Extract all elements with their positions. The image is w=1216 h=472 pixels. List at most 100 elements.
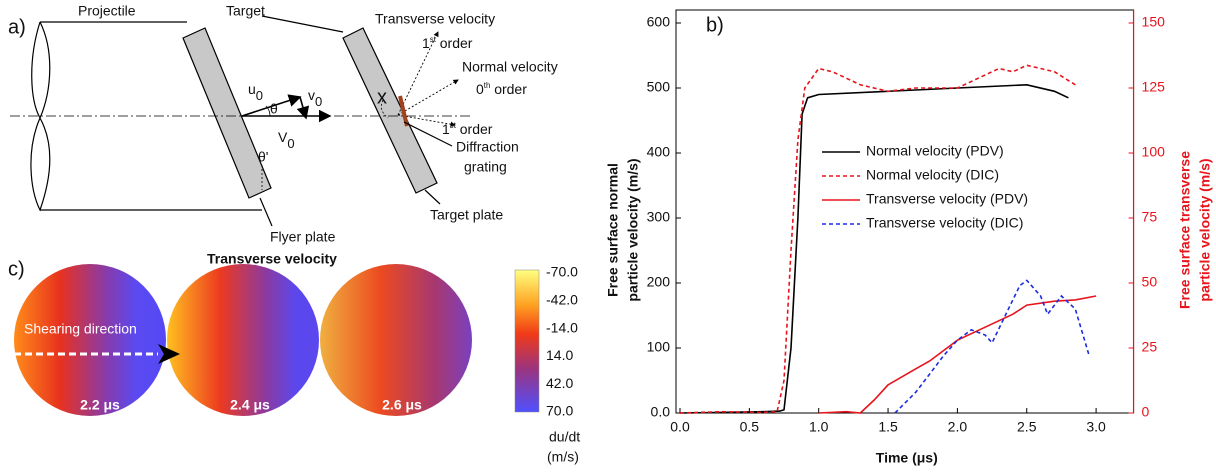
label: Projectile	[78, 3, 136, 19]
series-line	[679, 64, 1076, 414]
label: Normal velocity	[462, 59, 558, 75]
x-tick-label: 2.5	[1017, 419, 1037, 435]
y-tick-label: 600	[647, 14, 671, 30]
diagram-a	[10, 15, 470, 227]
flyer-plate	[182, 27, 272, 199]
x-tick-label: 0.0	[670, 419, 690, 435]
x-tick-label: 2.0	[948, 419, 968, 435]
panel-label: c)	[8, 258, 25, 280]
x-tick-label: 1.0	[809, 419, 829, 435]
arrow-head	[158, 344, 180, 364]
label-part: 0	[315, 94, 322, 109]
colorbar-tick: -42.0	[546, 292, 578, 308]
snapshot-time: 2.4 μs	[230, 397, 270, 413]
y-tick-label: 400	[647, 144, 671, 160]
x-tick-label: 1.5	[878, 419, 898, 435]
target-plate-leader	[424, 189, 441, 205]
theta-arc	[265, 105, 271, 117]
annotation: Shearing direction	[24, 321, 137, 337]
colorbar-tick: 70.0	[546, 403, 573, 419]
label: 1st order	[422, 35, 473, 51]
colorbar-tick: -14.0	[546, 319, 578, 335]
target-leader	[261, 15, 344, 33]
y-axis-title: particle velocity (m/s)	[625, 158, 641, 301]
y2-tick-label: 25	[1142, 339, 1158, 355]
label: 1st order	[442, 121, 493, 137]
y-tick-label: 300	[647, 209, 671, 225]
label-part: st	[430, 35, 437, 44]
label-part: order	[436, 35, 473, 51]
y2-tick-label: 50	[1142, 274, 1158, 290]
label: u0	[248, 81, 263, 104]
snapshot	[167, 264, 319, 416]
series-line	[679, 83, 1069, 414]
grating-leader	[403, 121, 453, 147]
title: Transverse velocity	[207, 251, 337, 267]
label-part: u	[248, 81, 256, 97]
label-part: 0	[287, 136, 294, 151]
first-order-ray	[397, 31, 439, 116]
legend-label: Transverse velocity (PDV)	[866, 191, 1028, 207]
colorbar-tick: 14.0	[546, 347, 573, 363]
y2-tick-label: 0	[1142, 404, 1150, 420]
v0-arrow	[296, 96, 310, 120]
label-part: 0	[256, 88, 263, 103]
plot-frame	[675, 9, 1135, 414]
panel-c	[14, 264, 540, 416]
colorbar-label: (m/s)	[547, 449, 579, 465]
flyer-leader	[259, 197, 273, 227]
label-part: order	[456, 121, 493, 137]
label: θ'	[258, 149, 268, 165]
zeroth-order-ray	[397, 79, 459, 116]
legend-label: Normal velocity (PDV)	[866, 143, 1004, 159]
x-tick-label: 0.5	[740, 419, 760, 435]
colorbar-tick: 42.0	[546, 375, 573, 391]
y2-tick-label: 125	[1142, 79, 1166, 95]
y-tick-label: 100	[647, 339, 671, 355]
label: 0th order	[476, 81, 527, 97]
label: θ	[270, 101, 278, 117]
y2-axis-title: Free surface transverse	[1177, 151, 1193, 309]
label-part: order	[490, 81, 527, 97]
snapshot	[14, 264, 166, 416]
label: Target plate	[430, 207, 503, 223]
projectile-outline	[40, 21, 262, 211]
y2-tick-label: 100	[1142, 144, 1166, 160]
legend-label: Transverse velocity (DIC)	[866, 215, 1023, 231]
colorbar-label: du/dt	[549, 429, 580, 445]
series-line	[818, 295, 1097, 414]
y2-tick-label: 75	[1142, 209, 1158, 225]
snapshot-time: 2.6 μs	[382, 397, 422, 413]
label-part: th	[484, 81, 491, 90]
legend-label: Normal velocity (DIC)	[866, 167, 999, 183]
snapshot-time: 2.2 μs	[80, 397, 120, 413]
label-part: V	[278, 129, 288, 145]
snapshot	[320, 264, 472, 416]
label-part: 1	[442, 121, 450, 137]
label-part: st	[450, 121, 457, 130]
x-arc	[380, 99, 389, 119]
y2-tick-label: 150	[1142, 14, 1166, 30]
y-tick-label: 500	[647, 79, 671, 95]
projectile-end	[30, 21, 51, 212]
label: Flyer plate	[270, 229, 336, 245]
x-tick-label: 3.0	[1086, 419, 1106, 435]
x-axis-title: Time (μs)	[876, 450, 938, 466]
label-part: v	[308, 87, 315, 103]
grating	[398, 95, 409, 127]
label: x	[377, 86, 387, 108]
panel-label: a)	[8, 16, 26, 38]
label: Diffraction	[456, 139, 519, 155]
label-part: 1	[422, 35, 430, 51]
label: v0	[308, 87, 322, 110]
colorbar-tick: -70.0	[546, 264, 578, 280]
y-tick-label: 0.0	[651, 404, 671, 420]
series-line	[894, 279, 1090, 414]
label-part: 0	[476, 81, 484, 97]
label: grating	[464, 159, 507, 175]
labels: a) Projectile Target Transverse velocity…	[8, 3, 580, 465]
first-order-ray	[397, 114, 456, 127]
y-axis-title: Free surface normal	[605, 163, 621, 297]
